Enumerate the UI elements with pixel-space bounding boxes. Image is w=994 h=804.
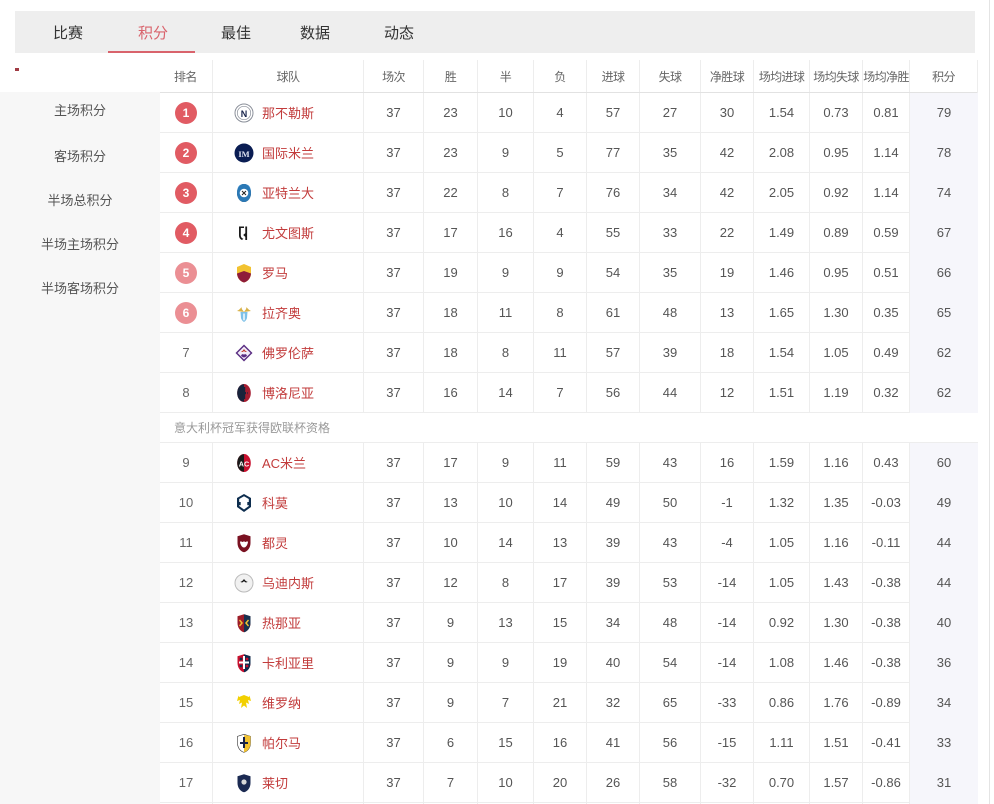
svg-text:IM: IM [238, 149, 249, 159]
svg-text:N: N [241, 109, 248, 119]
svg-text:AC: AC [239, 459, 249, 468]
